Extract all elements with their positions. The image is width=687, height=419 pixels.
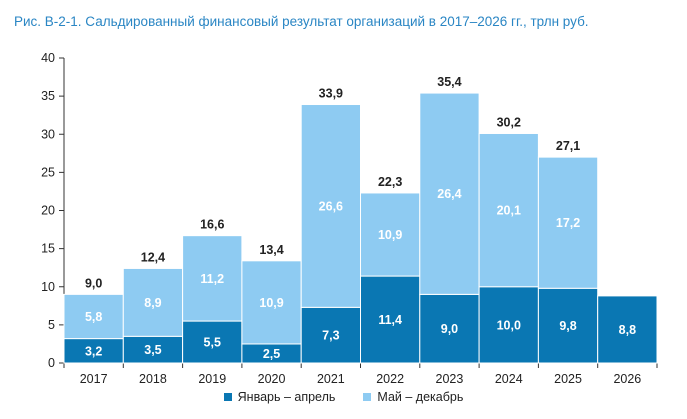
data-label-may-dec: 26,4	[437, 187, 461, 201]
bar-may-dec	[300, 104, 362, 308]
legend-item-may-dec: Май – декабрь	[363, 390, 463, 404]
y-tick-label: 30	[41, 127, 55, 141]
x-tick-label: 2022	[376, 372, 404, 386]
data-label-jan-apr: 8,8	[619, 323, 636, 337]
bar-jan-apr	[478, 286, 539, 364]
bar-may-dec	[537, 156, 599, 289]
data-label-total: 9,0	[85, 276, 102, 290]
data-label-may-dec: 17,2	[556, 216, 580, 230]
data-label-jan-apr: 3,2	[85, 344, 102, 358]
y-tick-label: 40	[41, 51, 55, 65]
y-tick-label: 25	[41, 165, 55, 179]
data-label-jan-apr: 3,5	[144, 343, 161, 357]
x-tick-label: 2024	[495, 372, 523, 386]
x-tick-label: 2023	[436, 372, 464, 386]
bar-may-dec	[478, 132, 539, 288]
y-tick-label: 5	[48, 318, 55, 332]
legend-label-jan-apr: Январь – апрель	[237, 390, 336, 404]
y-tick-label: 15	[41, 242, 55, 256]
bar-jan-apr	[63, 338, 124, 364]
chart-title: Рис. В-2-1. Сальдированный финансовый ре…	[14, 14, 589, 29]
data-label-may-dec: 10,9	[378, 228, 402, 242]
legend: Январь – апрель Май – декабрь	[0, 390, 687, 404]
bar-jan-apr	[122, 335, 184, 364]
x-tick-label: 2020	[258, 372, 286, 386]
legend-item-jan-apr: Январь – апрель	[223, 390, 336, 404]
data-label-may-dec: 26,6	[319, 199, 343, 213]
y-tick-label: 20	[41, 204, 55, 218]
data-label-may-dec: 11,2	[200, 272, 224, 286]
data-label-total: 22,3	[378, 175, 402, 189]
bar-may-dec	[182, 235, 243, 322]
y-tick-label: 10	[41, 280, 55, 294]
bar-jan-apr	[597, 295, 658, 364]
data-label-jan-apr: 7,3	[322, 329, 339, 343]
bar-may-dec	[63, 293, 124, 340]
x-tick-label: 2017	[80, 372, 108, 386]
data-label-jan-apr: 5,5	[204, 336, 221, 350]
data-label-may-dec: 5,8	[85, 310, 102, 324]
bar-jan-apr	[537, 287, 599, 364]
data-label-may-dec: 8,9	[144, 296, 161, 310]
data-label-jan-apr: 2,5	[263, 347, 280, 361]
data-label-jan-apr: 11,4	[378, 313, 402, 327]
y-tick-label: 35	[41, 89, 55, 103]
x-tick-label: 2021	[317, 372, 345, 386]
legend-swatch-jan-apr	[223, 393, 232, 401]
data-label-total: 27,1	[556, 139, 580, 153]
y-tick-label: 0	[48, 356, 55, 370]
data-label-total: 33,9	[319, 87, 343, 101]
data-label-jan-apr: 10,0	[497, 318, 521, 332]
bar-jan-apr	[360, 275, 421, 364]
bar-jan-apr	[419, 293, 480, 364]
legend-swatch-may-dec	[363, 393, 372, 401]
data-label-total: 30,2	[497, 115, 521, 129]
data-label-total: 35,4	[437, 75, 461, 89]
data-label-total: 12,4	[141, 250, 165, 264]
bar-may-dec	[360, 192, 421, 277]
x-tick-label: 2018	[139, 372, 167, 386]
bar-may-dec	[122, 267, 184, 337]
data-label-total: 16,6	[200, 218, 224, 232]
bar-jan-apr	[300, 306, 362, 364]
data-label-may-dec: 10,9	[259, 296, 283, 310]
data-label-jan-apr: 9,0	[441, 322, 458, 336]
data-label-may-dec: 20,1	[497, 204, 521, 218]
x-tick-label: 2019	[198, 372, 226, 386]
bar-may-dec	[419, 92, 480, 295]
x-tick-label: 2026	[613, 372, 641, 386]
x-tick-label: 2025	[554, 372, 582, 386]
data-label-jan-apr: 9,8	[559, 319, 576, 333]
legend-label-may-dec: Май – декабрь	[377, 390, 464, 404]
data-label-total: 13,4	[259, 243, 283, 257]
